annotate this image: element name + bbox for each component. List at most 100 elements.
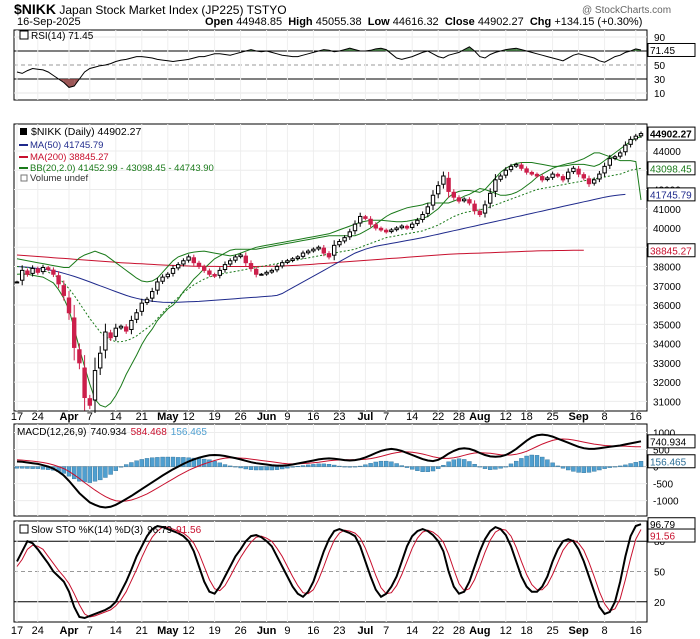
macd-histogram-bar: [311, 464, 316, 467]
price-candle: [61, 280, 66, 301]
price-x-label: 22: [432, 411, 444, 423]
price-x-label: 24: [32, 411, 44, 423]
macd-histogram-bar: [404, 466, 410, 468]
candle-body: [420, 214, 425, 220]
price-candle: [597, 170, 602, 183]
candle-body: [540, 176, 545, 181]
price-candle: [633, 133, 638, 142]
candle-body: [545, 177, 550, 181]
ma50-legend-text: MA(50) 41745.79: [30, 140, 103, 151]
macd-legend: MACD(12,26,9) 740.934 584.468 156.465: [17, 427, 207, 438]
macd-histogram-bar: [389, 461, 394, 467]
rsi-legend-swatch: [19, 30, 29, 40]
macd-histogram-bar: [149, 457, 155, 467]
candle-body: [436, 185, 441, 195]
macd-legend-macd: 740.934: [90, 427, 127, 438]
ma50-tag: 41745.79: [647, 187, 696, 202]
candle-body: [207, 270, 212, 275]
candle-body: [399, 225, 405, 229]
price-candle: [56, 271, 61, 289]
bb-mid-tag-box: [647, 161, 696, 176]
price-candle: [425, 203, 431, 218]
candle-body: [321, 247, 327, 254]
candle-body: [170, 267, 176, 274]
price-candle: [545, 176, 550, 182]
candle-body: [25, 270, 30, 275]
macd-histogram-bar: [399, 465, 404, 467]
price-candle: [446, 171, 451, 198]
candle-body: [72, 317, 77, 348]
high-value: 45055.38: [315, 16, 362, 28]
ma50-tag-text: 41745.79: [650, 190, 692, 201]
candle-body: [337, 240, 342, 246]
price-candle: [560, 174, 566, 183]
low-value: 44616.32: [392, 16, 439, 28]
price-candle: [87, 394, 92, 409]
price-candle: [40, 264, 46, 275]
price-x-label: 12: [500, 411, 512, 423]
candle-body: [274, 266, 280, 271]
candle-body: [300, 252, 306, 257]
macd-histogram-bar: [14, 466, 20, 469]
candle-body: [384, 229, 389, 233]
bottom-x-label: 22: [432, 625, 444, 637]
candle-body: [607, 158, 612, 166]
rsi-tick-50: 50: [654, 61, 666, 72]
price-candle: [202, 264, 207, 273]
ma200-line: [16, 249, 584, 267]
price-candle: [306, 249, 311, 255]
exchange: TSTYO: [246, 3, 287, 17]
macd-histogram-bar: [623, 464, 628, 467]
bottom-x-label: 17: [11, 625, 23, 637]
price-candle: [607, 154, 612, 169]
price-x-label: 7: [87, 411, 93, 423]
macd-histogram-bar: [134, 460, 139, 467]
bb-mid-tag-text: 43098.45: [650, 164, 692, 175]
candle-body: [56, 275, 61, 285]
sto-tick-80: 80: [654, 537, 666, 548]
macd-histogram-bar: [170, 456, 176, 467]
price-candle: [238, 253, 243, 259]
candle-body: [30, 267, 35, 274]
macd-histogram-bar: [165, 456, 171, 467]
volume-legend-swatch: [20, 174, 28, 182]
price-x-label: 25: [546, 411, 558, 423]
macd-histogram-bar: [612, 466, 618, 468]
candle-body: [191, 257, 197, 264]
price-candle: [415, 217, 420, 227]
macd-histogram-bar: [503, 466, 508, 468]
sto-k-line: [16, 523, 642, 620]
price-candle: [498, 173, 503, 182]
price-candle: [222, 261, 228, 273]
price-x-label: 17: [11, 411, 23, 423]
macd-histogram-bar: [77, 466, 82, 482]
price-x-label: Apr: [60, 411, 80, 423]
candle-body: [326, 253, 332, 258]
macd-tick-500: 500: [653, 446, 670, 457]
candle-body: [66, 297, 72, 314]
macd-histogram-bar: [633, 462, 638, 467]
candle-body: [217, 269, 223, 276]
candle-body: [144, 298, 150, 304]
price-candle: [394, 226, 399, 232]
macd-histogram-bar: [113, 466, 119, 471]
price-candle: [399, 224, 405, 230]
candle-body: [633, 135, 638, 140]
price-candle: [373, 222, 379, 231]
candle-body: [503, 169, 509, 176]
price-candle: [430, 190, 436, 211]
macd-histogram-bar: [87, 466, 93, 483]
price-tick-44000: 44000: [653, 147, 681, 158]
candle-body: [98, 352, 103, 369]
price-x-label: 23: [333, 411, 345, 423]
candle-body: [228, 260, 233, 265]
macd-histogram-bar: [597, 466, 602, 471]
bottom-x-label: 12: [182, 625, 194, 637]
price-candle: [352, 220, 358, 235]
macd-histogram-bar: [207, 459, 212, 467]
candle-body: [46, 267, 51, 270]
price-candle: [150, 287, 155, 302]
rsi-legend-text: RSI(14) 71.45: [31, 31, 94, 42]
macd-histogram-bar: [191, 457, 197, 467]
macd-histogram-bar: [420, 466, 425, 472]
